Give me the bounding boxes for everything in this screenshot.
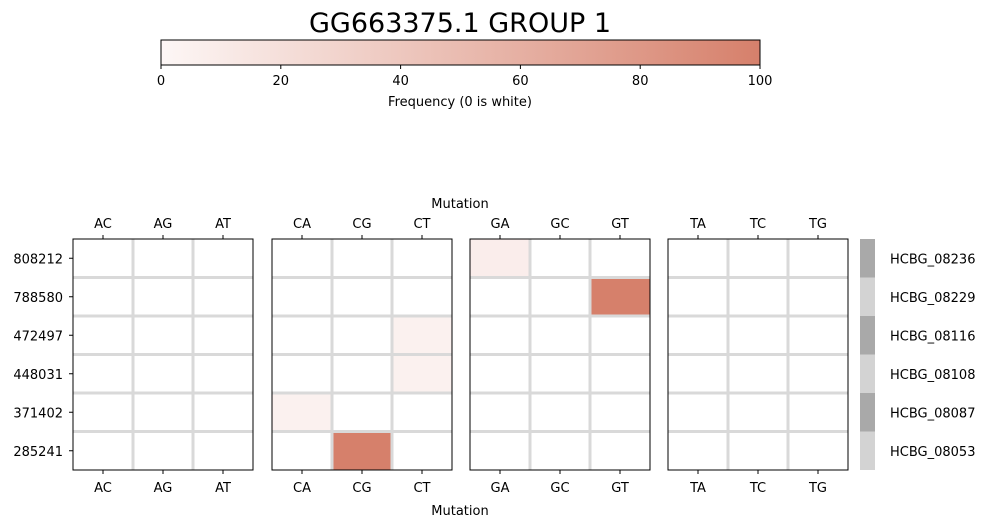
row-group-swatch: [860, 431, 875, 470]
x-tick-label-top: AG: [154, 217, 173, 232]
row-label: 448031: [13, 368, 63, 383]
heatmap-panel: GA GA GC GC GT GT: [469, 217, 651, 496]
x-tick-label-bottom: CA: [293, 481, 311, 496]
row-label: 788580: [13, 291, 63, 306]
row-group-swatch: [860, 277, 875, 316]
x-tick-label-bottom: GA: [491, 481, 510, 496]
heatmap-cell: [590, 277, 650, 316]
row-group-label: HCBG_08236: [890, 252, 975, 267]
x-tick-label-bottom: GT: [611, 481, 629, 496]
row-group-label: HCBG_08053: [890, 445, 975, 460]
heatmap-panel: AC AC AG AG AT AT: [72, 217, 254, 496]
heatmap-cell: [392, 316, 452, 355]
chart-title: GG663375.1 GROUP 1: [309, 8, 611, 39]
x-tick-label-bottom: CT: [413, 481, 430, 496]
colorbar-tick-label: 80: [632, 74, 649, 89]
row-labels: 808212 788580 472497 448031 371402 285241: [13, 252, 73, 460]
heatmap-panel: TA TA TC TC TG TG: [667, 217, 849, 496]
row-group-swatch: [860, 239, 875, 278]
x-tick-label-top: GC: [550, 217, 569, 232]
row-label: 472497: [13, 329, 63, 344]
heatmap-cell: [332, 431, 392, 470]
colorbar-tick-label: 20: [273, 74, 290, 89]
x-tick-label-top: TG: [808, 217, 827, 232]
colorbar-label: Frequency (0 is white): [388, 95, 532, 110]
x-tick-label-top: CG: [352, 217, 371, 232]
heatmap-cell: [272, 393, 332, 432]
x-tick-label-top: CA: [293, 217, 311, 232]
colorbar: [160, 39, 761, 66]
x-tick-label-bottom: AT: [215, 481, 231, 496]
heatmap-panels: ACACAGAGATATCACACGCGCTCTGAGAGCGCGTGTTATA…: [72, 217, 849, 496]
x-tick-label-bottom: AC: [94, 481, 112, 496]
x-tick-label-bottom: TC: [749, 481, 766, 496]
row-group-swatch: [860, 316, 875, 355]
heatmap-cell: [392, 354, 452, 393]
x-tick-label-top: AT: [215, 217, 231, 232]
colorbar-tick-label: 60: [512, 74, 529, 89]
colorbar-tick-label: 40: [392, 74, 409, 89]
row-group-bar: HCBG_08236 HCBG_08229 HCBG_08116 HCBG_08108…: [860, 239, 975, 470]
x-tick-label-top: CT: [413, 217, 430, 232]
x-tick-label-bottom: GC: [550, 481, 569, 496]
colorbar-tick-label: 100: [748, 74, 773, 89]
row-label: 808212: [13, 252, 63, 267]
x-tick-label-top: GA: [491, 217, 510, 232]
x-tick-label-bottom: TA: [689, 481, 706, 496]
x-tick-label-top: TC: [749, 217, 766, 232]
heatmap-cell: [470, 239, 530, 278]
heatmap-panel: CA CA CG CG CT CT: [271, 217, 453, 496]
x-axis-label-bottom: Mutation: [431, 504, 488, 519]
x-tick-label-bottom: AG: [154, 481, 173, 496]
row-group-swatch: [860, 393, 875, 432]
x-tick-label-bottom: TG: [808, 481, 827, 496]
colorbar-tick-label: 0: [157, 74, 165, 89]
row-group-label: HCBG_08229: [890, 291, 975, 306]
row-group-label: HCBG_08116: [890, 329, 975, 344]
x-axis-label-top: Mutation: [431, 197, 488, 212]
row-group-label: HCBG_08108: [890, 368, 975, 383]
row-label: 285241: [13, 445, 63, 460]
row-label: 371402: [13, 406, 63, 421]
colorbar-ticks: 0 20 40 60 80 100: [157, 65, 773, 89]
x-tick-label-bottom: CG: [352, 481, 371, 496]
x-tick-label-top: AC: [94, 217, 112, 232]
row-group-label: HCBG_08087: [890, 406, 975, 421]
row-group-swatch: [860, 354, 875, 393]
x-tick-label-top: GT: [611, 217, 629, 232]
x-tick-label-top: TA: [689, 217, 706, 232]
